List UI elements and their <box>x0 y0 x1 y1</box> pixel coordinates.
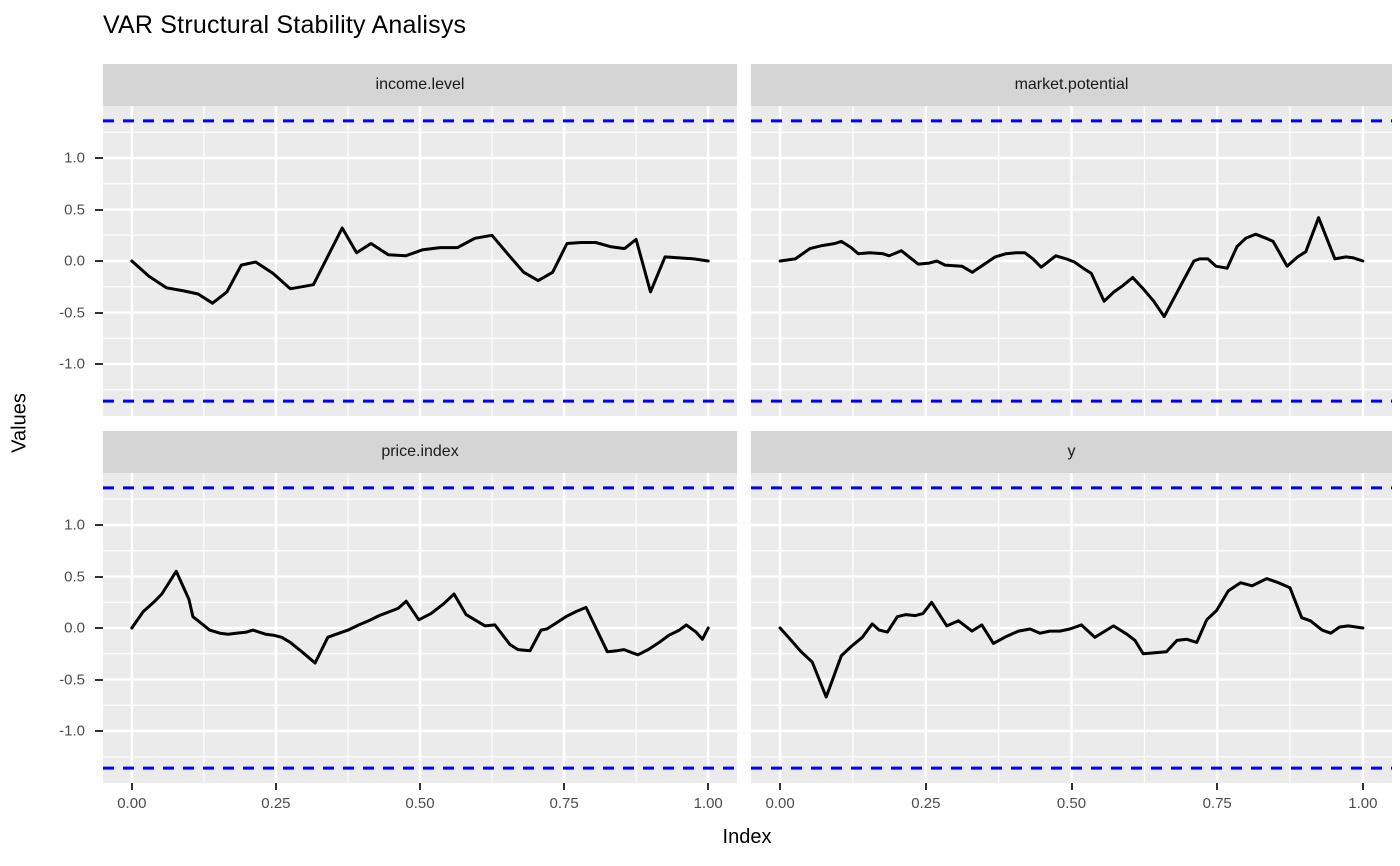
y-axis-tick-label: -0.5 <box>59 671 85 688</box>
facet-panel-price-index <box>103 473 737 783</box>
x-axis-tick-label: 0.25 <box>911 795 941 812</box>
y-axis-title: Values <box>8 393 31 453</box>
x-axis-tick <box>924 783 927 790</box>
x-axis-tick-label: 0.50 <box>405 795 435 812</box>
x-axis-tick-label: 1.00 <box>693 795 723 812</box>
y-axis-tick <box>95 311 103 314</box>
y-axis-tick <box>95 363 103 365</box>
y-axis-tick-label: 0.0 <box>64 252 85 270</box>
facet-income-level: income.level <box>103 64 737 416</box>
facet-panel-market-potential <box>751 106 1392 416</box>
x-axis-tick <box>1216 783 1219 790</box>
x-axis-tick <box>779 783 782 790</box>
y-axis-tick-label: 0.5 <box>64 568 85 585</box>
x-axis-tick <box>419 783 421 790</box>
y-axis-tick-label: 1.0 <box>64 149 85 167</box>
y-axis-tick <box>95 627 103 629</box>
efp-series-line <box>778 216 1365 319</box>
y-axis-tick-label: 1.0 <box>64 516 85 534</box>
facet-market-potential: market.potential <box>751 64 1392 416</box>
x-axis-tick <box>130 783 133 790</box>
y-axis-tick-label: 0.0 <box>64 619 85 637</box>
x-axis-tick-label: 0.75 <box>549 795 579 812</box>
facet-strip-label: y <box>751 431 1392 473</box>
efp-series-line <box>778 577 1365 699</box>
y-axis-tick <box>95 208 103 211</box>
x-axis-tick <box>707 783 710 790</box>
y-axis-tick <box>95 157 103 159</box>
x-axis-tick <box>1361 783 1364 790</box>
x-axis-tick <box>563 783 566 790</box>
facet-price-index: price.index <box>103 431 737 783</box>
x-axis-tick <box>1070 783 1073 790</box>
efp-series-line <box>130 569 710 665</box>
x-axis-title: Index <box>722 826 772 848</box>
y-axis-tick <box>95 575 103 578</box>
y-axis-tick <box>95 678 103 681</box>
x-axis-tick-label: 0.50 <box>1056 795 1087 812</box>
y-axis-tick-label: -1.0 <box>59 355 85 373</box>
facet-panel-y <box>751 473 1392 783</box>
facet-panel-income-level <box>103 106 737 416</box>
x-axis-tick-label: 0.25 <box>261 795 291 812</box>
x-axis-tick-label: 0.00 <box>765 795 795 812</box>
facet-y: y <box>751 431 1392 783</box>
y-axis-tick-label: -1.0 <box>59 722 85 740</box>
x-axis-tick <box>274 783 277 790</box>
facet-strip-label: income.level <box>103 64 737 106</box>
x-axis-tick-label: 0.00 <box>117 795 147 812</box>
y-axis-tick-label: -0.5 <box>59 304 85 321</box>
efp-series-line <box>130 226 710 305</box>
y-axis-tick <box>95 260 103 262</box>
y-axis-tick <box>95 524 103 526</box>
x-axis-tick-label: 0.75 <box>1202 795 1232 812</box>
x-axis-tick-label: 1.00 <box>1348 795 1378 812</box>
y-axis-tick <box>95 730 103 732</box>
facet-strip-label: price.index <box>103 431 737 473</box>
facet-strip-label: market.potential <box>751 64 1392 106</box>
plot-title: VAR Structural Stability Analisys <box>103 11 467 39</box>
y-axis-tick-label: 0.5 <box>64 201 85 218</box>
